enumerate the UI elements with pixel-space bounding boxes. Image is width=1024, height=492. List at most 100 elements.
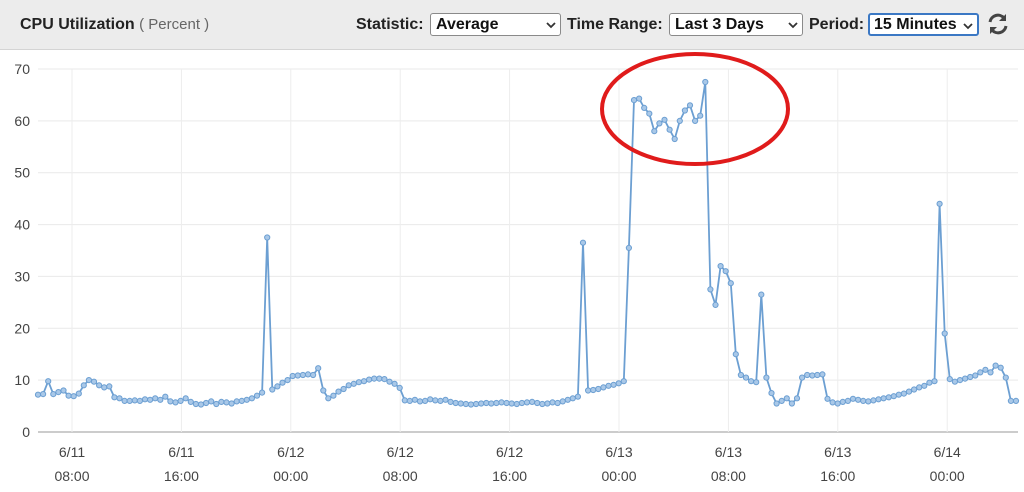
- data-point: [579, 239, 587, 246]
- data-point: [554, 399, 561, 407]
- data-point: [630, 97, 638, 104]
- data-point: [951, 378, 959, 385]
- data-point: [488, 400, 495, 407]
- period-select[interactable]: 15 Minutes: [868, 13, 979, 36]
- data-point: [870, 397, 877, 404]
- data-point: [997, 364, 1004, 371]
- data-point: [641, 104, 648, 112]
- data-point: [248, 395, 255, 402]
- data-point: [55, 389, 62, 396]
- data-point: [70, 393, 77, 400]
- data-point: [651, 128, 658, 135]
- statistic-label: Statistic:: [356, 16, 424, 33]
- data-point: [921, 382, 928, 389]
- data-point: [197, 401, 205, 408]
- data-point: [437, 397, 444, 404]
- data-point: [768, 390, 775, 397]
- data-point: [569, 395, 576, 402]
- x-axis: 6/11 08:00 6/11 16:00 6/12 00:00 6/12 08:00 6/12…: [54, 444, 964, 484]
- data-point: [671, 135, 678, 143]
- data-point: [498, 399, 505, 406]
- data-point: [284, 377, 291, 384]
- data-point: [289, 372, 296, 380]
- data-point: [416, 398, 424, 405]
- data-point: [793, 395, 801, 402]
- x-tick-date: 6/11: [59, 444, 85, 460]
- data-point: [294, 372, 301, 379]
- data-point: [411, 396, 418, 403]
- data-point: [967, 373, 974, 381]
- statistic-select[interactable]: Average: [430, 13, 561, 36]
- x-tick-date: 6/14: [934, 444, 961, 460]
- data-point: [345, 382, 352, 389]
- data-point: [157, 396, 164, 403]
- data-point: [45, 378, 52, 385]
- data-point: [264, 234, 271, 241]
- x-tick-date: 6/12: [496, 444, 523, 460]
- data-point: [610, 381, 617, 388]
- time-range-value: Last 3 Days: [675, 16, 764, 33]
- data-point: [844, 397, 852, 404]
- data-point: [590, 386, 597, 394]
- data-point: [956, 377, 964, 384]
- data-point: [172, 399, 179, 406]
- data-point: [111, 394, 118, 401]
- data-point: [101, 384, 108, 391]
- chart-grid: [38, 68, 1018, 433]
- metric-toolbar: CPU Utilization ( Percent ) Statistic: A…: [0, 0, 1024, 50]
- data-point: [600, 384, 607, 391]
- y-axis: 0 10 20 30 40 50 60 70: [14, 61, 30, 440]
- data-point: [916, 384, 923, 391]
- data-point: [493, 399, 500, 407]
- data-point: [228, 400, 235, 407]
- x-tick-time: 00:00: [601, 468, 636, 484]
- data-point: [310, 371, 317, 379]
- data-point: [192, 400, 199, 408]
- data-point: [218, 398, 225, 405]
- data-point: [911, 386, 918, 393]
- data-point: [809, 372, 816, 379]
- data-point: [839, 398, 846, 405]
- data-point: [692, 117, 699, 125]
- data-point: [982, 366, 989, 373]
- data-point: [778, 397, 785, 404]
- data-point: [360, 378, 368, 385]
- refresh-icon[interactable]: [985, 11, 1011, 37]
- data-point: [238, 397, 245, 404]
- data-point: [34, 391, 42, 398]
- data-point: [529, 398, 536, 405]
- data-point: [686, 102, 694, 109]
- data-point: [712, 301, 719, 308]
- data-point: [371, 375, 378, 382]
- data-point: [972, 372, 979, 379]
- data-point: [80, 382, 87, 389]
- data-point: [987, 369, 994, 376]
- x-tick-date: 6/13: [605, 444, 632, 460]
- data-point: [666, 126, 673, 133]
- data-point: [182, 395, 189, 402]
- data-point: [783, 395, 790, 402]
- data-point: [473, 400, 480, 408]
- period-label: Period:: [809, 16, 865, 33]
- data-point: [391, 380, 398, 387]
- data-point: [355, 379, 362, 386]
- data-point: [503, 399, 510, 407]
- data-point: [661, 116, 668, 123]
- data-point: [544, 400, 551, 407]
- metric-title: CPU Utilization ( Percent ): [20, 16, 209, 34]
- data-point: [162, 393, 169, 400]
- y-tick-label: 60: [14, 113, 30, 129]
- data-point: [177, 397, 184, 404]
- data-point: [366, 376, 373, 383]
- time-range-select[interactable]: Last 3 Days: [669, 13, 803, 36]
- data-point: [253, 392, 261, 399]
- data-point: [773, 400, 780, 407]
- data-point: [315, 365, 322, 372]
- data-point: [931, 378, 938, 385]
- data-point: [895, 391, 902, 398]
- data-point: [126, 397, 133, 404]
- data-point: [605, 382, 612, 389]
- data-point: [585, 387, 592, 394]
- data-point: [885, 394, 892, 401]
- data-point: [60, 387, 67, 394]
